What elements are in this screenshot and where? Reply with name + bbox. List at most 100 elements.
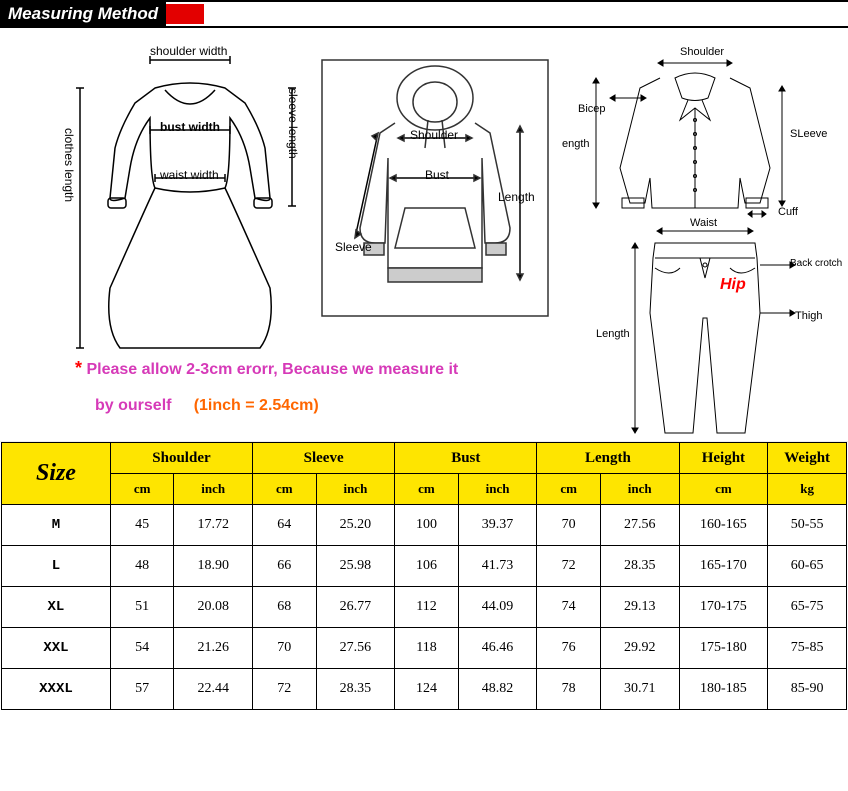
table-cell: 57 <box>110 669 174 710</box>
table-cell: 25.20 <box>316 505 395 546</box>
note-star: * <box>75 358 82 378</box>
unit-cm: cm <box>253 474 317 505</box>
table-cell: 74 <box>537 587 601 628</box>
unit-inch: inch <box>174 474 253 505</box>
size-header-sleeve: Sleeve <box>253 443 395 474</box>
hoodie-diagram <box>320 58 550 318</box>
unit-inch: inch <box>600 474 679 505</box>
shirt-bicep-label: Bicep <box>578 103 606 115</box>
unit-cm: cm <box>110 474 174 505</box>
pants-waist-label: Waist <box>690 217 717 229</box>
table-cell: 76 <box>537 628 601 669</box>
table-cell: 165-170 <box>679 546 768 587</box>
table-cell: 65-75 <box>768 587 847 628</box>
table-cell: 118 <box>395 628 459 669</box>
dress-shoulder-label: shoulder width <box>150 44 227 58</box>
size-chart-table: Size Shoulder Sleeve Bust Length Height … <box>1 442 847 710</box>
note-line1: Please allow 2-3cm erorr, Because we mea… <box>86 361 458 378</box>
table-cell: 112 <box>395 587 459 628</box>
pants-length-label: Length <box>596 328 630 340</box>
table-cell: 70 <box>253 628 317 669</box>
table-cell: 48.82 <box>458 669 537 710</box>
table-cell: 60-65 <box>768 546 847 587</box>
table-cell: 28.35 <box>316 669 395 710</box>
pants-hip-label: Hip <box>720 276 746 294</box>
table-cell: 75-85 <box>768 628 847 669</box>
header-accent <box>166 4 204 24</box>
unit-inch: inch <box>458 474 537 505</box>
table-cell: 30.71 <box>600 669 679 710</box>
dress-waist-label: waist width <box>160 168 219 182</box>
unit-cm: cm <box>679 474 768 505</box>
table-row: L4818.906625.9810641.737228.35165-17060-… <box>2 546 847 587</box>
table-cell: 100 <box>395 505 459 546</box>
table-cell: 48 <box>110 546 174 587</box>
size-header-height: Height <box>679 443 768 474</box>
table-cell: 66 <box>253 546 317 587</box>
table-cell: 20.08 <box>174 587 253 628</box>
table-row: XXXL5722.447228.3512448.827830.71180-185… <box>2 669 847 710</box>
note-line2: by ourself <box>95 397 171 414</box>
unit-cm: cm <box>395 474 459 505</box>
table-row: XL5120.086826.7711244.097429.13170-17565… <box>2 587 847 628</box>
table-cell: 18.90 <box>174 546 253 587</box>
table-cell: 170-175 <box>679 587 768 628</box>
note-block: * Please allow 2-3cm erorr, Because we m… <box>75 358 458 415</box>
table-cell: 180-185 <box>679 669 768 710</box>
table-cell: 85-90 <box>768 669 847 710</box>
shirt-shoulder-label: Shoulder <box>680 46 724 58</box>
hoodie-bust-label: Bust <box>425 168 449 182</box>
table-cell: 72 <box>253 669 317 710</box>
dress-bust-label: bust width <box>160 120 220 134</box>
table-cell: 29.92 <box>600 628 679 669</box>
unit-cm: cm <box>537 474 601 505</box>
dress-diagram <box>60 48 320 358</box>
table-cell: L <box>2 546 111 587</box>
dress-clothes-label: clothes length <box>62 128 76 202</box>
table-cell: XL <box>2 587 111 628</box>
hoodie-length-label: Length <box>498 190 535 204</box>
header-bar: Measuring Method <box>0 0 848 28</box>
table-cell: 39.37 <box>458 505 537 546</box>
pants-backcrotch-label: Back crotch <box>790 258 842 269</box>
table-cell: 26.77 <box>316 587 395 628</box>
shirt-sleeve-label: SLeeve <box>790 128 827 140</box>
table-cell: 27.56 <box>600 505 679 546</box>
table-cell: 45 <box>110 505 174 546</box>
table-cell: 64 <box>253 505 317 546</box>
unit-kg: kg <box>768 474 847 505</box>
unit-inch: inch <box>316 474 395 505</box>
table-cell: 51 <box>110 587 174 628</box>
table-cell: XXXL <box>2 669 111 710</box>
size-header-size: Size <box>2 443 111 505</box>
table-cell: 78 <box>537 669 601 710</box>
note-conversion: (1inch = 2.54cm) <box>194 397 319 414</box>
table-row: XXL5421.267027.5611846.467629.92175-1807… <box>2 628 847 669</box>
size-header-row1: Size Shoulder Sleeve Bust Length Height … <box>2 443 847 474</box>
table-cell: 29.13 <box>600 587 679 628</box>
table-cell: 54 <box>110 628 174 669</box>
table-cell: 41.73 <box>458 546 537 587</box>
table-cell: M <box>2 505 111 546</box>
pants-diagram <box>605 223 835 443</box>
table-cell: 21.26 <box>174 628 253 669</box>
table-cell: 72 <box>537 546 601 587</box>
size-header-row2: cm inch cm inch cm inch cm inch cm kg <box>2 474 847 505</box>
size-header-weight: Weight <box>768 443 847 474</box>
table-cell: 28.35 <box>600 546 679 587</box>
shirt-length-label: ength <box>562 138 590 150</box>
table-cell: 124 <box>395 669 459 710</box>
table-row: M4517.726425.2010039.377027.56160-16550-… <box>2 505 847 546</box>
table-cell: 25.98 <box>316 546 395 587</box>
header-title: Measuring Method <box>0 2 166 26</box>
hoodie-shoulder-label: Shoulder <box>410 128 458 142</box>
table-cell: 175-180 <box>679 628 768 669</box>
table-cell: 106 <box>395 546 459 587</box>
shirt-cuff-label: Cuff <box>778 206 798 218</box>
table-cell: 68 <box>253 587 317 628</box>
hoodie-sleeve-label: Sleeve <box>335 240 372 254</box>
table-cell: 22.44 <box>174 669 253 710</box>
size-header-length: Length <box>537 443 679 474</box>
table-cell: 70 <box>537 505 601 546</box>
dress-sleeve-label: sleeve length <box>286 88 300 159</box>
